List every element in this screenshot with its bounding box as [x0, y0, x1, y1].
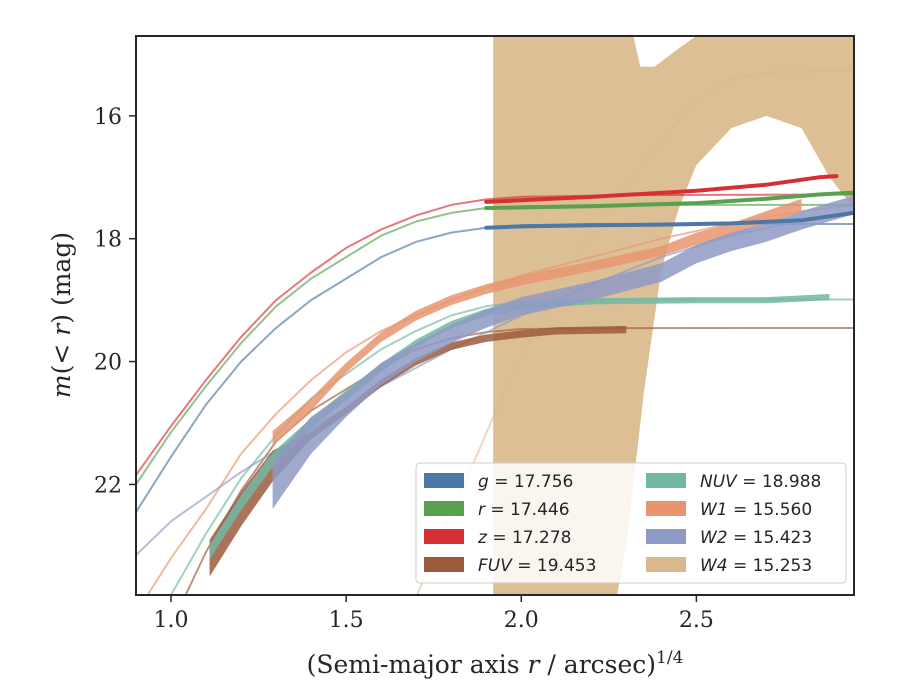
y-tick-label: 20 [94, 351, 122, 376]
legend-swatch-r [424, 501, 464, 516]
band-w4 [493, 36, 854, 595]
legend-series-name: NUV [700, 472, 738, 492]
legend-series-value: = 15.423 [728, 528, 813, 548]
legend-item-fuv: FUV = 19.453 [424, 556, 596, 576]
legend-swatch-g [424, 473, 464, 488]
legend-item-w2: W2 = 15.423 [646, 528, 812, 548]
x-tick-label: 2.5 [679, 608, 714, 633]
y-axis-label-unit: (mag) [47, 232, 76, 314]
legend-item-w4: W4 = 15.253 [646, 556, 812, 576]
legend-item-nuv: NUV = 18.988 [646, 472, 821, 492]
model-line-w4 [415, 68, 854, 595]
uncertainty-bands [493, 36, 854, 595]
legend-swatch-z [424, 529, 464, 544]
y-axis-label-lt-r: < r [47, 322, 76, 365]
legend-series-name: W1 [700, 500, 728, 520]
legend-label-fuv: FUV = 19.453 [478, 556, 596, 576]
legend-swatch-w1 [646, 501, 686, 516]
legend-series-name: FUV [478, 556, 513, 576]
x-tick-label: 1.0 [154, 608, 189, 633]
legend-label-g: g = 17.756 [478, 472, 573, 492]
legend-swatch-nuv [646, 473, 686, 488]
y-axis-label-m: m [47, 374, 76, 398]
data-band-w2 [272, 195, 854, 509]
legend-label-w2: W2 = 15.423 [700, 528, 812, 548]
x-axis-label-main: (Semi-major axis [307, 650, 528, 679]
legend-series-name: z [477, 528, 488, 548]
legend-series-name: W2 [700, 528, 728, 548]
x-axis-label: (Semi-major axis r / arcsec)1/4 [307, 648, 684, 679]
legend-series-name: g [478, 472, 489, 492]
band-cutout-w4 [633, 36, 697, 67]
y-tick-label: 16 [94, 105, 122, 130]
x-axis-label-italic: r [528, 650, 542, 679]
model-line-z [136, 193, 854, 476]
legend-item-g: g = 17.756 [424, 472, 573, 492]
y-axis-label: m(< r) (mag) [47, 232, 76, 398]
legend-series-value: = 17.446 [485, 500, 570, 520]
x-axis-label-sup: 1/4 [656, 648, 683, 668]
data-line-z [484, 174, 839, 204]
data-line-r [484, 190, 854, 210]
legend-series-value: = 18.988 [737, 472, 822, 492]
legend-series-name: r [478, 500, 486, 520]
legend-item-z: z = 17.278 [424, 528, 571, 548]
legend-label-w1: W1 = 15.560 [700, 500, 812, 520]
legend-item-r: r = 17.446 [424, 500, 570, 520]
legend-series-value: = 15.560 [728, 500, 813, 520]
legend-label-r: r = 17.446 [478, 500, 570, 520]
legend-swatch-fuv [424, 557, 464, 572]
x-tick-label: 1.5 [329, 608, 364, 633]
y-axis-ticks: 16 18 20 22 [94, 105, 136, 498]
plot-frame [135, 35, 855, 596]
legend-series-value: = 17.756 [489, 472, 574, 492]
data-lines [209, 174, 854, 577]
legend-series-name: W4 [700, 556, 728, 576]
y-axis-label-open: ( [47, 365, 76, 375]
legend-label-w4: W4 = 15.253 [700, 556, 812, 576]
y-axis-label-close: ) [47, 314, 76, 324]
legend-box [415, 462, 847, 584]
legend-series-value: = 17.278 [487, 528, 572, 548]
legend-item-w1: W1 = 15.560 [646, 500, 812, 520]
y-tick-label: 18 [94, 228, 122, 253]
data-line-g [484, 210, 854, 230]
legend-label-z: z = 17.278 [477, 528, 571, 548]
legend-swatch-w2 [646, 529, 686, 544]
legend-swatch-w4 [646, 557, 686, 572]
legend-label-nuv: NUV = 18.988 [700, 472, 821, 492]
x-axis-label-rest: / arcsec) [539, 650, 656, 679]
x-axis-ticks: 1.0 1.5 2.0 2.5 [154, 595, 714, 633]
legend-series-value: = 15.253 [728, 556, 813, 576]
x-tick-label: 2.0 [504, 608, 539, 633]
legend-series-value: = 19.453 [512, 556, 597, 576]
y-tick-label: 22 [94, 473, 122, 498]
